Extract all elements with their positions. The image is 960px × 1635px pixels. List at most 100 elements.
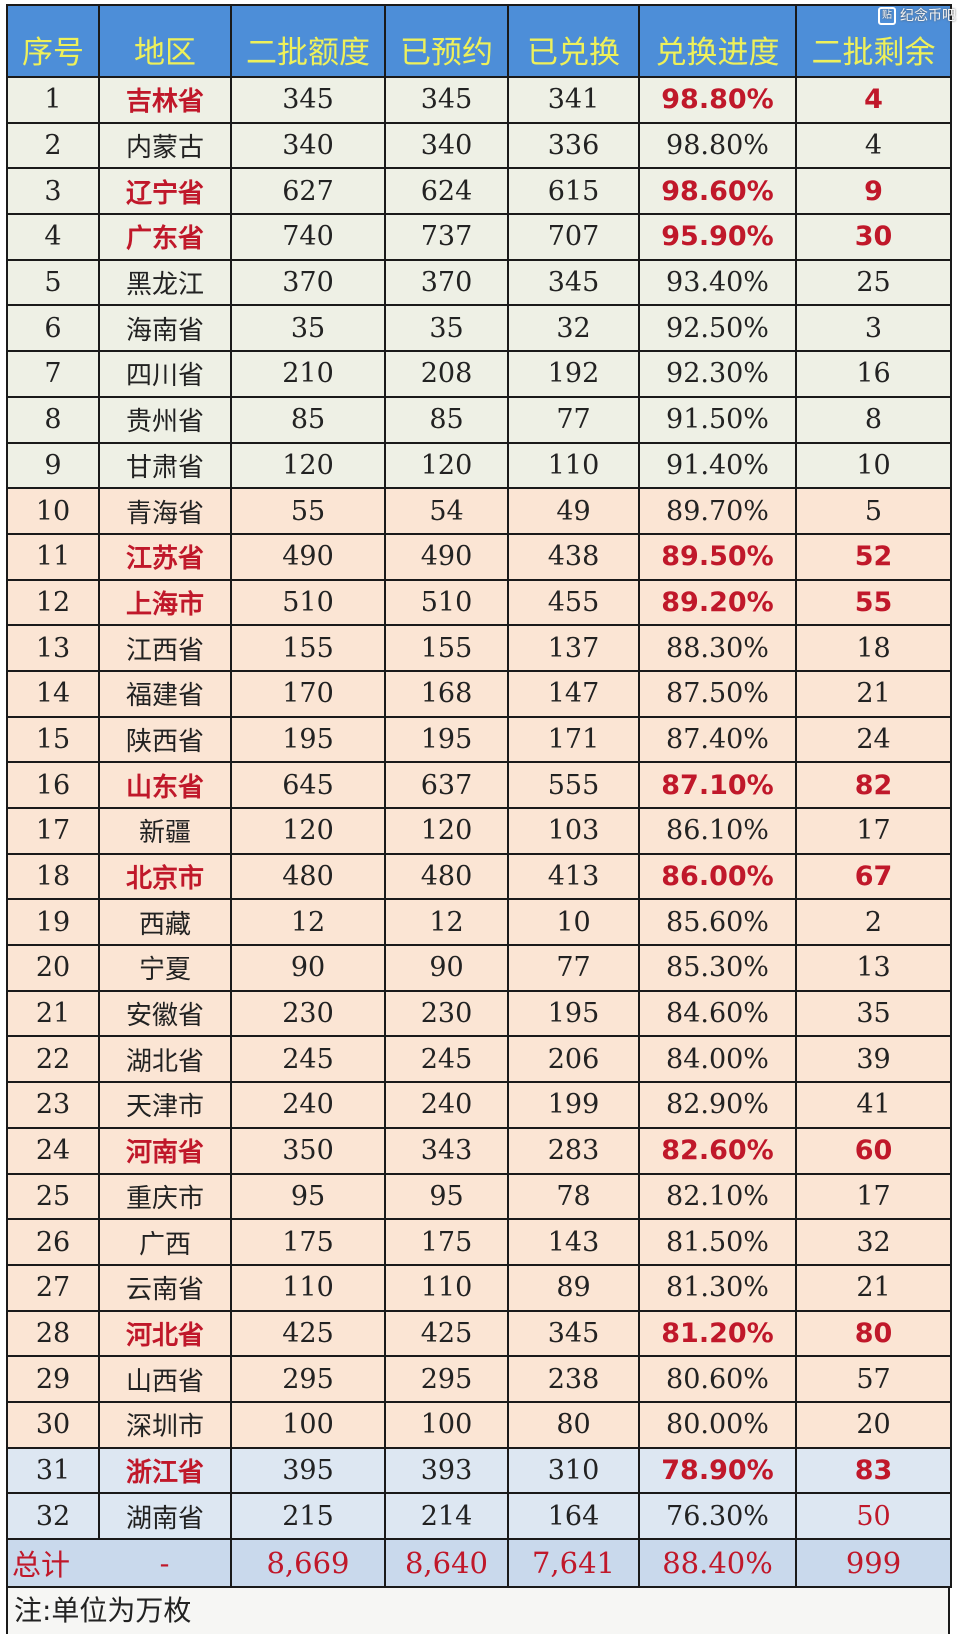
table-row: 7 四川省 210 208 192 92.30% 16: [6, 350, 952, 398]
cell-quota: 345: [230, 76, 386, 124]
table-row: 32 湖南省 215 214 164 76.30% 50: [6, 1492, 952, 1540]
cell-exchanged: 413: [507, 852, 640, 901]
cell-exchanged: 103: [507, 807, 640, 855]
cell-no: 18: [6, 852, 100, 901]
table-row: 29 山西省 295 295 238 80.60% 57: [6, 1355, 952, 1403]
cell-no: 32: [6, 1492, 100, 1540]
total-remaining: 999: [795, 1538, 952, 1588]
header-progress: 兑换进度: [638, 4, 797, 78]
table-row: 24 河南省 350 343 283 82.60% 60: [6, 1126, 952, 1175]
cell-reserved: 120: [384, 807, 509, 855]
cell-region: 吉林省: [98, 76, 232, 124]
cell-reserved: 90: [384, 944, 509, 992]
cell-progress: 87.40%: [638, 715, 797, 764]
cell-region: 黑龙江: [98, 258, 232, 307]
cell-progress: 81.50%: [638, 1218, 797, 1266]
cell-exchanged: 171: [507, 715, 640, 764]
cell-exchanged: 164: [507, 1492, 640, 1540]
cell-progress: 81.20%: [638, 1309, 797, 1358]
tieba-paw-icon: 贴: [878, 7, 896, 25]
cell-progress: 84.60%: [638, 989, 797, 1038]
cell-region: 北京市: [98, 852, 232, 901]
cell-no: 17: [6, 807, 100, 855]
cell-region: 海南省: [98, 304, 232, 353]
cell-no: 23: [6, 1081, 100, 1129]
cell-quota: 230: [230, 989, 386, 1038]
total-label: 总计: [6, 1538, 99, 1588]
cell-reserved: 240: [384, 1081, 509, 1129]
table-row: 13 江西省 155 155 137 88.30% 18: [6, 624, 952, 672]
table-row: 16 山东省 645 637 555 87.10% 82: [6, 761, 952, 809]
table-row: 5 黑龙江 370 370 345 93.40% 25: [6, 258, 952, 307]
header-quota: 二批额度: [230, 4, 386, 78]
cell-reserved: 155: [384, 624, 509, 672]
table-row: 9 甘肃省 120 120 110 91.40% 10: [6, 441, 952, 490]
table-row: 3 辽宁省 627 624 615 98.60% 9: [6, 167, 952, 216]
cell-quota: 175: [230, 1218, 386, 1266]
cell-exchanged: 283: [507, 1126, 640, 1175]
cell-reserved: 637: [384, 761, 509, 809]
cell-reserved: 175: [384, 1218, 509, 1266]
cell-progress: 82.10%: [638, 1172, 797, 1221]
cell-reserved: 737: [384, 213, 509, 261]
cell-progress: 98.80%: [638, 76, 797, 124]
cell-region: 安徽省: [98, 989, 232, 1038]
cell-no: 31: [6, 1446, 100, 1495]
cell-progress: 98.80%: [638, 121, 797, 170]
cell-progress: 84.00%: [638, 1035, 797, 1084]
table-row: 26 广西 175 175 143 81.50% 32: [6, 1218, 952, 1266]
cell-region: 甘肃省: [98, 441, 232, 490]
total-reserved: 8,640: [384, 1538, 509, 1588]
cell-region: 江苏省: [98, 532, 232, 581]
table-row: 30 深圳市 100 100 80 80.00% 20: [6, 1400, 952, 1449]
header-remaining: 二批剩余: [795, 4, 952, 78]
cell-quota: 90: [230, 944, 386, 992]
cell-exchanged: 336: [507, 121, 640, 170]
cell-progress: 76.30%: [638, 1492, 797, 1540]
cell-no: 12: [6, 578, 100, 627]
cell-progress: 87.10%: [638, 761, 797, 809]
cell-progress: 89.70%: [638, 487, 797, 535]
cell-region: 山东省: [98, 761, 232, 809]
cell-progress: 82.60%: [638, 1126, 797, 1175]
cell-remaining: 55: [795, 578, 952, 627]
cell-region: 重庆市: [98, 1172, 232, 1221]
cell-no: 6: [6, 304, 100, 353]
table-row: 12 上海市 510 510 455 89.20% 55: [6, 578, 952, 627]
cell-remaining: 57: [795, 1355, 952, 1403]
cell-reserved: 214: [384, 1492, 509, 1540]
cell-exchanged: 80: [507, 1400, 640, 1449]
table-row: 27 云南省 110 110 89 81.30% 21: [6, 1263, 952, 1312]
table-row: 20 宁夏 90 90 77 85.30% 13: [6, 944, 952, 992]
cell-remaining: 18: [795, 624, 952, 672]
cell-quota: 740: [230, 213, 386, 261]
cell-exchanged: 143: [507, 1218, 640, 1266]
cell-reserved: 110: [384, 1263, 509, 1312]
cell-remaining: 17: [795, 1172, 952, 1221]
cell-no: 5: [6, 258, 100, 307]
cell-remaining: 13: [795, 944, 952, 992]
cell-region: 宁夏: [98, 944, 232, 992]
cell-reserved: 120: [384, 441, 509, 490]
cell-region: 湖南省: [98, 1492, 232, 1540]
cell-progress: 91.50%: [638, 395, 797, 444]
cell-region: 深圳市: [98, 1400, 232, 1449]
cell-progress: 80.60%: [638, 1355, 797, 1403]
cell-no: 16: [6, 761, 100, 809]
table-row: 6 海南省 35 35 32 92.50% 3: [6, 304, 952, 353]
header-reserved: 已预约: [384, 4, 509, 78]
cell-remaining: 21: [795, 669, 952, 718]
cell-quota: 170: [230, 669, 386, 718]
cell-quota: 627: [230, 167, 386, 216]
cell-progress: 95.90%: [638, 213, 797, 261]
cell-reserved: 208: [384, 350, 509, 398]
cell-remaining: 35: [795, 989, 952, 1038]
cell-reserved: 345: [384, 76, 509, 124]
cell-quota: 240: [230, 1081, 386, 1129]
cell-no: 14: [6, 669, 100, 718]
cell-exchanged: 77: [507, 944, 640, 992]
cell-remaining: 30: [795, 213, 952, 261]
cell-exchanged: 110: [507, 441, 640, 490]
cell-progress: 92.30%: [638, 350, 797, 398]
cell-remaining: 2: [795, 898, 952, 947]
